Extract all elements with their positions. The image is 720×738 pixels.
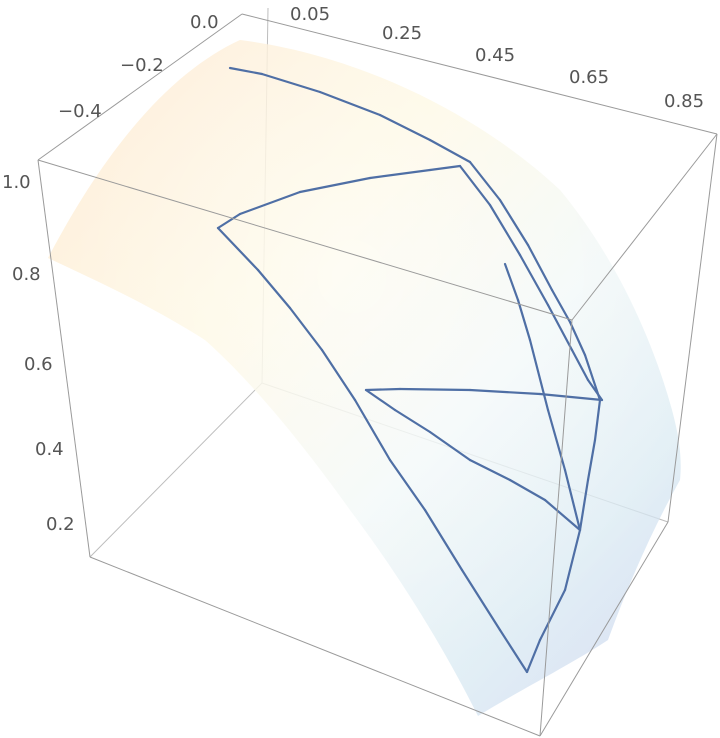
curve-segment (368, 168, 432, 180)
box-edge-left-vertical (37, 159, 91, 558)
bounding-box-front (37, 13, 718, 737)
curve-segment (364, 387, 402, 392)
z-tick-label: 0.8 (12, 264, 41, 285)
box-edge-top-left (37, 13, 243, 161)
y-tick-label: −0.4 (58, 101, 102, 122)
curve-segment (488, 203, 522, 257)
curve-segment (228, 66, 264, 76)
box-edge-back-bottom-left (89, 382, 263, 558)
curve-segment (498, 628, 529, 674)
box-edge-front-vertical (539, 319, 573, 737)
x-tick-label: 0.65 (569, 67, 609, 88)
box-edge-bottom-front (89, 556, 541, 737)
y-tick-label: −0.2 (120, 55, 164, 76)
z-tick-label: 0.2 (46, 514, 75, 535)
curve-segment (353, 398, 392, 462)
curve-segment (498, 198, 530, 247)
curve-segment (460, 568, 502, 632)
z-tick-label: 0.4 (35, 439, 64, 460)
curve-segment (508, 478, 547, 502)
curve-segment (503, 262, 520, 302)
curve-segment (550, 288, 572, 324)
curve-segment (428, 164, 462, 172)
curve-segment (398, 387, 472, 392)
surface-highlight (48, 40, 681, 716)
curve-segment (428, 430, 472, 462)
curve-segment (256, 268, 292, 310)
curve-segment (458, 164, 492, 207)
curve-segment (578, 478, 590, 532)
curve-segment (288, 306, 324, 352)
z-tick-label: 0.6 (24, 354, 53, 375)
curve-segment (538, 588, 567, 642)
curve-segment (318, 90, 382, 117)
curve-segment (216, 226, 260, 272)
x-axis: 0.05 0.25 0.45 0.65 0.85 (290, 4, 704, 112)
curve-segment (543, 498, 582, 532)
curve-segment (570, 348, 590, 382)
curve-segment (546, 303, 574, 352)
curve-segment (518, 253, 550, 307)
curve-segment (586, 438, 597, 482)
x-tick-label: 0.85 (664, 91, 704, 112)
curve-segment (563, 528, 582, 592)
x-tick-label: 0.25 (382, 23, 422, 44)
x-tick-label: 0.45 (475, 45, 515, 66)
z-axis: 1.0 0.8 0.6 0.4 0.2 (2, 172, 75, 535)
z-tick-label: 1.0 (2, 172, 31, 193)
y-axis: 0.0 −0.2 −0.4 (58, 12, 219, 122)
x-tick-label: 0.05 (290, 4, 330, 25)
box-edge-top-back (241, 13, 718, 135)
curve-segment (468, 388, 542, 396)
curve-segment (586, 378, 604, 402)
curve-segment (525, 638, 542, 674)
curve-segment (320, 348, 357, 402)
box-edge-top-right (571, 133, 718, 321)
curve-segment (393, 408, 432, 434)
curve-segment (526, 243, 554, 292)
curve-segment (428, 138, 472, 164)
box-edge-top-front (37, 159, 573, 321)
y-tick-label: 0.0 (190, 12, 219, 33)
curve-segment (423, 508, 464, 572)
curve-segment (216, 212, 242, 230)
curve-segment (468, 160, 502, 202)
box-edge-bottom-right (539, 521, 669, 737)
curve-segment (563, 468, 582, 532)
curve-segment (468, 458, 512, 482)
curve-segment (538, 392, 604, 402)
curve-segment (546, 408, 567, 472)
curve-segment (516, 298, 532, 342)
curve-segment (238, 190, 302, 216)
curve-segment (364, 388, 397, 412)
curve-segment (528, 338, 550, 412)
box-edge-right-vertical (667, 133, 718, 523)
curve-segment (568, 320, 587, 357)
curve-segment (388, 458, 427, 512)
space-curve (216, 66, 604, 674)
curve-segment (298, 176, 372, 194)
curve-segment (260, 72, 322, 94)
curve-segment (378, 113, 432, 142)
curve-segment (593, 398, 602, 442)
